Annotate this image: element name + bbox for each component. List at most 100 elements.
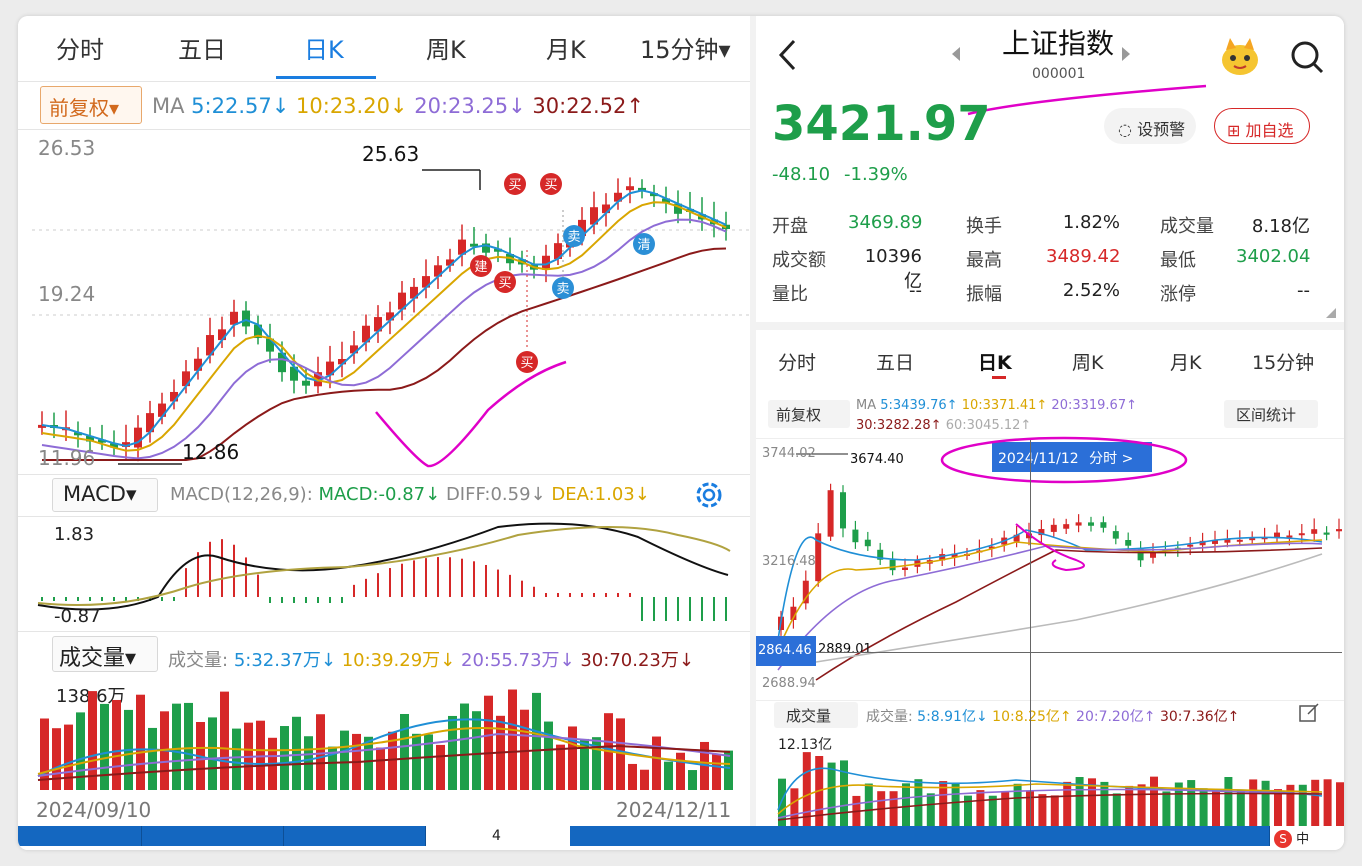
candle-body <box>1088 522 1094 526</box>
app-window: 分时 五日 日K 周K 月K 15分钟▾ 前复权▾ MA 5:22.57↓ 10… <box>18 16 1344 850</box>
quote-value: 1.82% <box>1062 212 1120 233</box>
volume-bar <box>112 699 121 790</box>
tab-rik[interactable]: 日K <box>304 36 344 64</box>
ma-line <box>815 547 1323 681</box>
candle-body <box>1100 522 1107 528</box>
annotation-circle <box>940 436 1188 484</box>
ma-line <box>41 201 727 452</box>
volume-bar <box>100 703 109 790</box>
tab-fenshi[interactable]: 分时 <box>56 36 104 64</box>
candle-body <box>674 203 682 214</box>
r-tab-fenshi[interactable]: 分时 <box>778 352 817 374</box>
candle-body <box>590 207 598 225</box>
prev-arrow-icon[interactable] <box>950 46 962 62</box>
search-icon[interactable] <box>1288 38 1328 78</box>
volume-legend: 成交量: 5:32.37万↓ 10:39.29万↓ 20:55.73万↓ 30:… <box>168 650 694 671</box>
kline-chart: 买买卖建买 卖清买 <box>32 169 750 468</box>
stock-title: 上证指数 <box>1002 27 1115 60</box>
r-tab-rik[interactable]: 日K <box>978 352 1012 374</box>
quote-value: 8.18亿 <box>1251 216 1310 237</box>
candle-body <box>602 204 610 214</box>
volume-bar <box>436 744 445 790</box>
candle-body <box>242 310 250 327</box>
quote-label: 涨停 <box>1160 284 1196 305</box>
tab-zhouk[interactable]: 周K <box>426 36 466 64</box>
candle-body <box>1274 532 1280 538</box>
candle-body <box>1112 531 1119 539</box>
volume-bar <box>902 783 910 826</box>
adjust-button[interactable]: 前复权▾ <box>40 86 142 124</box>
r-tab-zhouk[interactable]: 周K <box>1072 352 1104 374</box>
volume-button[interactable]: 成交量▾ <box>52 636 158 672</box>
volume-bar <box>1261 780 1270 826</box>
candle-body <box>182 371 190 387</box>
signal-dot <box>494 271 516 293</box>
candle-body <box>1236 539 1243 542</box>
volume-bar <box>412 733 421 790</box>
signal-label: 卖 <box>556 282 569 297</box>
volume-bar <box>1162 791 1171 826</box>
volume-bar <box>76 712 85 790</box>
gear-icon[interactable] <box>692 478 726 512</box>
candle-body <box>650 193 658 197</box>
macd-button[interactable]: MACD▾ <box>52 478 158 512</box>
taskbar-item[interactable] <box>570 826 1270 846</box>
trade-signal-marker: 买 <box>504 173 526 195</box>
signal-label: 卖 <box>567 230 580 245</box>
stock-code: 000001 <box>1032 66 1086 82</box>
expand-corner-icon[interactable] <box>1326 308 1336 318</box>
range-stats-button[interactable]: 区间统计 <box>1224 400 1318 428</box>
candle-body <box>1323 532 1330 535</box>
ma-line <box>777 529 1323 641</box>
set-alert-button[interactable]: ◌ 设预警 <box>1104 108 1196 144</box>
mascot-icon[interactable] <box>1218 34 1262 78</box>
candle-body <box>494 248 502 252</box>
add-watchlist-button[interactable]: ⊞ 加自选 <box>1214 108 1310 144</box>
r-tab-yuek[interactable]: 月K <box>1170 352 1202 374</box>
ime-indicator[interactable]: S 中 <box>1270 826 1344 848</box>
volume-ma-line <box>37 727 731 775</box>
candle-body <box>790 606 797 620</box>
volume-bar <box>184 702 193 790</box>
taskbar-item[interactable] <box>284 826 426 846</box>
candle-body <box>158 403 166 417</box>
sogou-ime-icon: S <box>1274 830 1292 848</box>
tab-wuri[interactable]: 五日 <box>178 36 226 64</box>
r-volume-chart <box>777 752 1344 826</box>
candle-body <box>38 424 46 428</box>
tab-yuek[interactable]: 月K <box>546 36 586 64</box>
date-tooltip[interactable]: 2024/11/12 分时 > <box>992 442 1152 472</box>
volume-bar <box>1199 788 1208 826</box>
r-volume-button[interactable]: 成交量 <box>774 702 858 728</box>
tab-15min[interactable]: 15分钟▾ <box>640 36 731 64</box>
candle-body <box>1013 534 1020 542</box>
page-indicator: 4 <box>492 828 501 844</box>
taskbar-item[interactable] <box>142 826 284 846</box>
next-arrow-icon[interactable] <box>1120 46 1132 62</box>
r-tab-wuri[interactable]: 五日 <box>876 352 915 374</box>
volume-bar <box>1311 779 1320 826</box>
back-arrow-icon[interactable] <box>776 38 798 72</box>
volume-bar <box>508 689 517 790</box>
volume-bar <box>688 770 697 790</box>
ma-legend: MA 5:22.57↓ 10:23.20↓ 20:23.25↓ 30:22.52… <box>152 94 644 118</box>
taskbar-item[interactable] <box>18 826 142 846</box>
volume-bar <box>400 713 409 790</box>
volume-ma-line <box>777 788 1323 819</box>
candle-body <box>458 239 466 255</box>
candle-body <box>1063 524 1070 529</box>
volume-bar <box>802 752 811 826</box>
candle-body <box>422 276 430 288</box>
candle-body <box>134 427 142 448</box>
volume-bar <box>568 726 577 790</box>
price-change-pct: -1.39% <box>844 164 908 185</box>
volume-ma-line <box>37 744 731 781</box>
r-tab-15min[interactable]: 15分钟 <box>1252 352 1315 374</box>
tooltip-fenshi-link[interactable]: 分时 > <box>1089 451 1134 467</box>
ma-line <box>41 189 727 447</box>
r-adjust-button[interactable]: 前复权 <box>768 400 850 428</box>
candle-body <box>74 432 82 436</box>
edit-icon[interactable] <box>1298 702 1320 724</box>
macd-axis-low: -0.87 <box>54 606 101 627</box>
candle-body <box>852 529 859 543</box>
